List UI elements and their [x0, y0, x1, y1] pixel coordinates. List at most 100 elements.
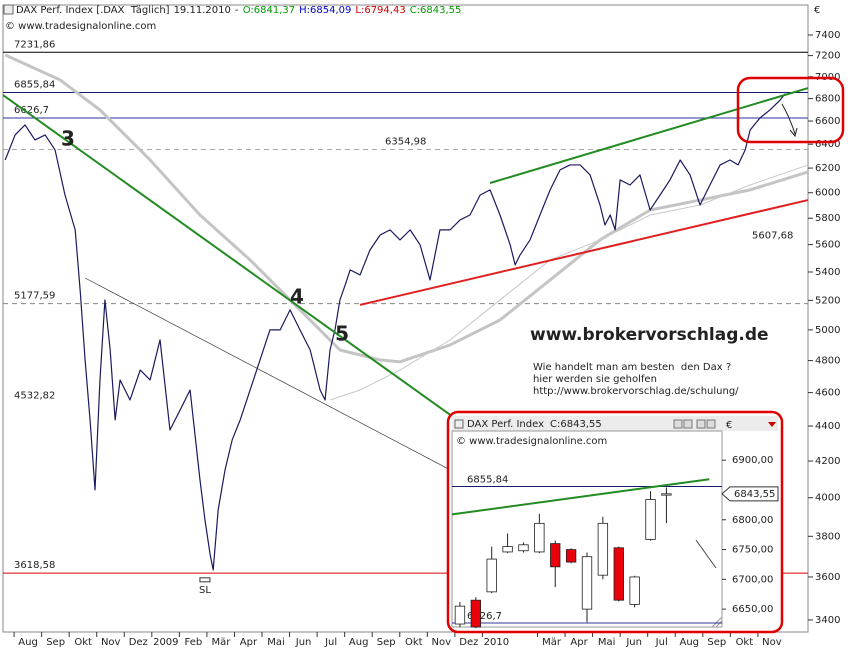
- x-tick-label: Mai: [267, 637, 285, 648]
- y-tick-label: 3400: [815, 615, 840, 626]
- price-line: [4, 93, 786, 571]
- y-tick-label: 4400: [815, 421, 840, 432]
- header-low: L:6794,43: [355, 5, 405, 16]
- y-tick-label: 4000: [815, 493, 840, 504]
- toolbar-button[interactable]: [706, 419, 716, 429]
- x-tick-label: 2010: [484, 637, 509, 648]
- promo-site: www.brokervorschlag.de: [530, 325, 769, 345]
- y-tick-label: 4600: [815, 388, 840, 399]
- x-tick-label: Sep: [707, 637, 726, 648]
- wave-label: 5: [335, 322, 349, 346]
- promo-line: http://www.brokervorschlag.de/schulung/: [533, 386, 739, 397]
- level-label: 4532,82: [14, 391, 55, 402]
- candle-body: [645, 499, 656, 540]
- candle-body: [518, 544, 529, 552]
- promo-line: hier werden sie geholfen: [533, 374, 657, 385]
- x-tick-label: Sep: [46, 637, 65, 648]
- level-label: 7231,86: [14, 39, 55, 50]
- inset-stroke: [695, 539, 717, 569]
- dropdown[interactable]: [768, 422, 776, 427]
- toolbar-button[interactable]: [696, 419, 706, 429]
- inset-y-tick-label: 6750,00: [732, 545, 773, 556]
- trendline: [359, 199, 809, 306]
- x-tick-label: Mai: [598, 637, 616, 648]
- candle-body: [581, 556, 593, 610]
- candle-body: [565, 549, 577, 563]
- level-label: 5177,59: [14, 291, 55, 302]
- x-tick-label: Jul: [655, 637, 668, 648]
- x-tick-label: Dez: [129, 637, 148, 648]
- plot-frame: [2, 4, 809, 633]
- wave-label: 4: [290, 284, 304, 308]
- y-tick-label: 3600: [815, 572, 840, 583]
- x-tick-label: Nov: [432, 637, 452, 648]
- main-layer: DAX Perf. Index [.DAX Täglich] 19.11.2010…: [2, 5, 840, 648]
- x-tick-label: Aug: [679, 637, 699, 648]
- x-tick-label: Okt: [405, 637, 423, 648]
- y-tick-label: 5200: [815, 295, 840, 306]
- x-tick-label: Jun: [625, 637, 642, 648]
- candle-body: [613, 547, 624, 601]
- inset-source: © www.tradesignalonline.com: [456, 436, 607, 447]
- source: © www.tradesignalonline.com: [5, 21, 156, 32]
- y-tick-label: 4800: [815, 356, 840, 367]
- level-label: 6626,7: [14, 105, 49, 116]
- y-tick-label: 6200: [815, 163, 840, 174]
- resize-grip: [711, 616, 723, 628]
- x-tick-label: Sep: [377, 637, 396, 648]
- trendline: [2, 94, 451, 416]
- inset-close: C:6843,55: [550, 419, 602, 430]
- y-tick-label: 5000: [815, 325, 840, 336]
- y-tick-label: 5600: [815, 240, 840, 251]
- last-price-marker: [721, 486, 779, 502]
- x-tick-label: Mär: [542, 637, 562, 648]
- trendline: [489, 87, 809, 184]
- level-label: 3618,58: [14, 560, 55, 571]
- inset-title: DAX Perf. Index: [467, 419, 544, 430]
- trendline: [84, 277, 451, 471]
- level-label: 6354,98: [385, 137, 426, 148]
- header-high: H:6854,09: [299, 5, 351, 16]
- x-tick-label: Apr: [570, 637, 588, 648]
- candle-body: [597, 522, 609, 576]
- x-tick-label: Apr: [240, 637, 258, 648]
- highlight-box: [736, 76, 845, 144]
- inset-y-tick-label: 6650,00: [732, 604, 773, 615]
- candle-body: [470, 599, 481, 628]
- candle-body: [502, 546, 513, 553]
- x-tick-label: Nov: [762, 637, 782, 648]
- currency: €: [814, 5, 820, 16]
- y-tick-label: 4200: [815, 456, 840, 467]
- x-tick-label: 2009: [153, 637, 178, 648]
- moving-average: [4, 53, 809, 364]
- toolbar-button[interactable]: [673, 419, 683, 429]
- inset-toolbar: [673, 419, 776, 429]
- x-tick-label: Aug: [349, 637, 369, 648]
- chart-icon: [3, 4, 14, 15]
- y-tick-label: 6400: [815, 139, 840, 150]
- x-tick-label: Jul: [324, 637, 337, 648]
- x-tick-label: Jun: [295, 637, 312, 648]
- promo-line: Wie handelt man am besten den Dax ?: [533, 362, 731, 373]
- x-tick-label: Okt: [736, 637, 754, 648]
- x-tick-label: Feb: [185, 637, 203, 648]
- toolbar-button[interactable]: [683, 419, 693, 429]
- inset-level-label: 6855,84: [467, 474, 508, 485]
- inset-icon: [454, 419, 464, 429]
- level-label: 6855,84: [14, 79, 55, 90]
- header-open: O:6841,37: [243, 5, 295, 16]
- x-tick-label: Dez: [459, 637, 478, 648]
- header-close: C:6843,55: [410, 5, 462, 16]
- x-tick-label: Aug: [18, 637, 38, 648]
- inset-y-tick-label: 6700,00: [732, 574, 773, 585]
- inset-currency: €: [726, 420, 732, 431]
- candle-body: [661, 493, 672, 496]
- last-price-label: 6843,55: [734, 489, 775, 500]
- header-separator: -: [235, 5, 239, 16]
- arrow: [781, 103, 798, 138]
- y-tick-label: 5800: [815, 213, 840, 224]
- y-tick-label: 6800: [815, 94, 840, 105]
- candle-body: [534, 522, 545, 553]
- inset-y-tick-label: 6900,00: [732, 455, 773, 466]
